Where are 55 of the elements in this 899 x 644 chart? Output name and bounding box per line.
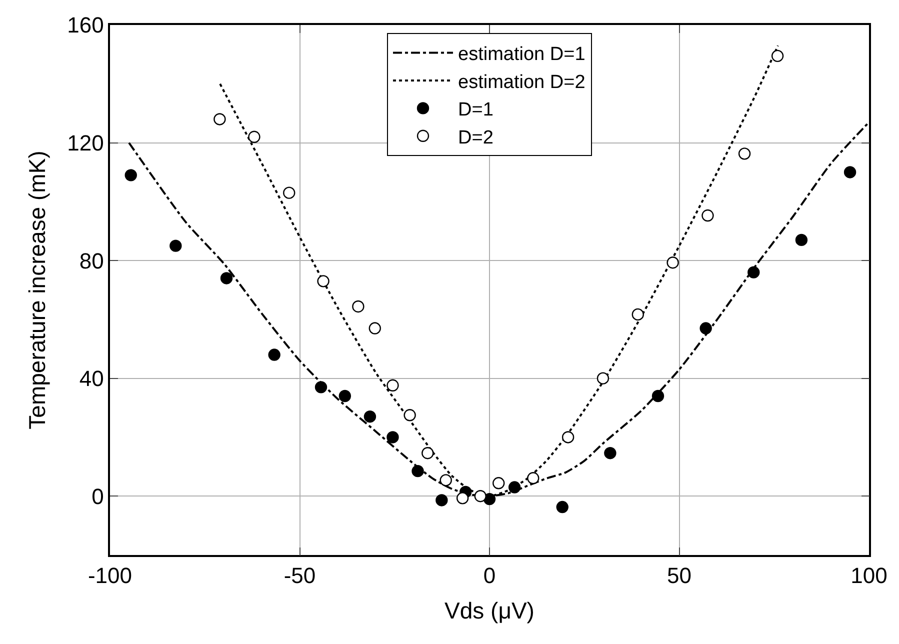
point bbox=[632, 308, 644, 321]
point bbox=[248, 130, 260, 143]
y-tick-label: 160 bbox=[67, 12, 104, 38]
point bbox=[492, 477, 505, 490]
point bbox=[652, 390, 664, 402]
x-tick-label: -100 bbox=[88, 563, 132, 588]
point bbox=[700, 322, 712, 334]
y-tick-label: 80 bbox=[79, 248, 104, 274]
x-tick-label: -50 bbox=[284, 563, 316, 588]
point bbox=[317, 275, 330, 288]
point bbox=[562, 431, 574, 444]
point bbox=[456, 492, 469, 504]
point bbox=[474, 490, 486, 502]
point bbox=[352, 300, 364, 313]
point bbox=[368, 322, 381, 334]
point bbox=[364, 410, 376, 423]
point bbox=[666, 256, 679, 269]
point bbox=[436, 494, 448, 506]
point bbox=[795, 234, 808, 246]
x-tick-label: 0 bbox=[483, 563, 496, 588]
y-tick-label: 0 bbox=[92, 484, 104, 509]
y-tick-label: 120 bbox=[67, 130, 104, 156]
point bbox=[771, 50, 784, 62]
point bbox=[604, 447, 616, 460]
point bbox=[214, 113, 226, 126]
y-axis-title: Temperature increase (mK) bbox=[24, 150, 50, 430]
point bbox=[124, 169, 137, 182]
point bbox=[386, 379, 399, 392]
point bbox=[556, 500, 568, 514]
x-axis-title: Vds (μV) bbox=[444, 597, 534, 624]
x-tick-label: 100 bbox=[850, 563, 888, 588]
point bbox=[508, 481, 521, 494]
point bbox=[440, 474, 452, 486]
point bbox=[412, 464, 424, 478]
point bbox=[404, 409, 416, 422]
legend-label: D=2 bbox=[458, 127, 494, 148]
point bbox=[422, 447, 434, 460]
point bbox=[738, 148, 751, 160]
point bbox=[338, 390, 352, 402]
legend-label: estimation D=2 bbox=[458, 72, 586, 93]
point bbox=[220, 272, 233, 284]
y-tick-label: 40 bbox=[79, 366, 104, 392]
x-tick-label: 50 bbox=[667, 563, 692, 588]
point bbox=[844, 166, 856, 178]
point bbox=[527, 472, 540, 484]
point bbox=[596, 372, 610, 384]
legend-label: D=1 bbox=[458, 100, 494, 121]
point bbox=[748, 266, 760, 278]
legend-label: estimation D=1 bbox=[458, 44, 586, 66]
point bbox=[170, 240, 182, 252]
point bbox=[314, 381, 328, 394]
point bbox=[268, 348, 280, 361]
point bbox=[702, 209, 714, 222]
point bbox=[386, 431, 399, 444]
point bbox=[283, 186, 296, 199]
